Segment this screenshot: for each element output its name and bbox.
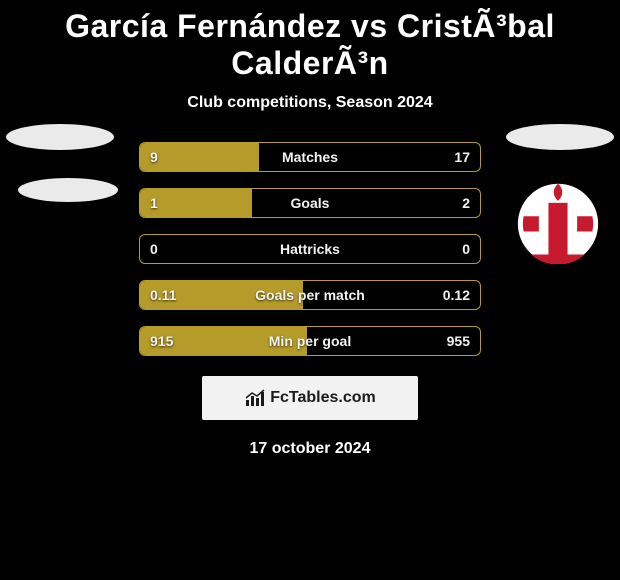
stat-label: Goals xyxy=(140,189,480,217)
brand-badge: FcTables.com xyxy=(202,376,418,420)
stat-row: 9Matches17 xyxy=(139,142,481,172)
stats-table: 9Matches17 1Goals2 0Hattricks0 0.11Goals pe… xyxy=(139,142,481,356)
stat-row: 0Hattricks0 xyxy=(139,234,481,264)
stat-right-value: 2 xyxy=(462,189,470,217)
club-logo xyxy=(510,178,606,264)
stat-right-value: 955 xyxy=(447,327,470,355)
stat-right-value: 0 xyxy=(462,235,470,263)
subtitle: Club competitions, Season 2024 xyxy=(0,94,620,112)
brand-chart-icon xyxy=(244,388,266,408)
stat-row: 915Min per goal955 xyxy=(139,326,481,356)
brand-text: FcTables.com xyxy=(270,389,376,407)
stat-label: Matches xyxy=(140,143,480,171)
stat-label: Min per goal xyxy=(140,327,480,355)
stat-right-value: 0.12 xyxy=(443,281,470,309)
stat-row: 1Goals2 xyxy=(139,188,481,218)
stat-row: 0.11Goals per match0.12 xyxy=(139,280,481,310)
player-left-placeholder-2 xyxy=(18,178,118,202)
stat-label: Hattricks xyxy=(140,235,480,263)
stat-label: Goals per match xyxy=(140,281,480,309)
player-left-placeholder-1 xyxy=(6,124,114,150)
footer-date: 17 october 2024 xyxy=(0,440,620,458)
stat-right-value: 17 xyxy=(454,143,470,171)
page-title: García Fernández vs CristÃ³bal CalderÃ³n xyxy=(0,8,620,82)
player-right-placeholder-1 xyxy=(506,124,614,150)
